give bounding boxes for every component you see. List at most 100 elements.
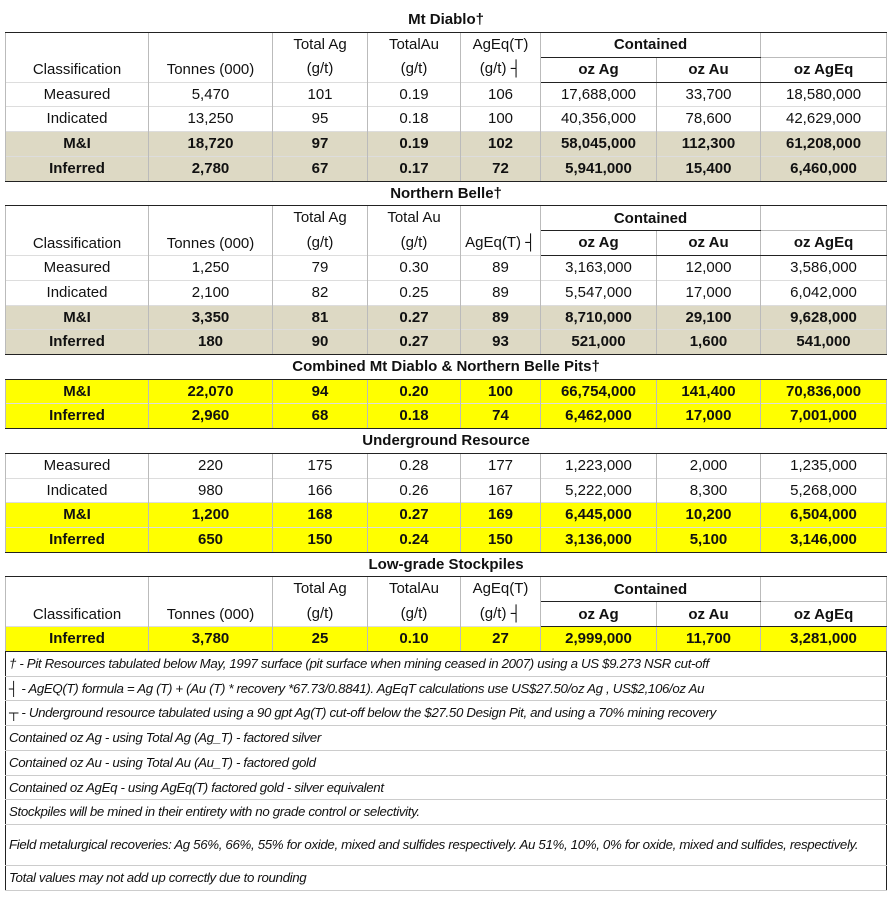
cell-total-au: 0.18 [367, 403, 461, 430]
cell-oz-ag: 3,163,000 [540, 255, 657, 281]
header-line: (g/t) [306, 233, 334, 251]
cell-total-au: 0.10 [367, 626, 461, 653]
cell-ageq: 74 [460, 403, 541, 430]
cell-total-ag: 166 [272, 477, 368, 503]
cell-tonnes: 180 [148, 329, 273, 356]
header-row: Classification Tonnes (000) Total Ag (g/t) T… [5, 576, 888, 627]
header-contained: Contained [540, 32, 761, 58]
cell-tonnes: 980 [148, 477, 273, 503]
cell-total-au: 0.25 [367, 279, 461, 306]
cell-oz-ag: 5,941,000 [540, 155, 657, 182]
cell-oz-au: 17,000 [656, 279, 761, 306]
footnote: † - Pit Resources tabulated below May, 1… [4, 651, 888, 677]
footnote: Field metalurgical recoveries: Ag 56%, 6… [4, 823, 888, 866]
table-row: Measured 220 175 0.28 177 1,223,000 2,000 1,235… [5, 452, 888, 479]
cell-oz-ageq: 70,836,000 [759, 378, 888, 404]
footnote-row: Contained oz Au - using Total Au (Au_T) … [4, 749, 888, 776]
cell-oz-ageq: 541,000 [759, 329, 888, 356]
cell-ageq: 72 [460, 155, 541, 182]
cell-ageq: 102 [460, 131, 541, 157]
header-total-au: Total Au (g/t) [367, 205, 461, 256]
cell-oz-ag: 66,754,000 [540, 378, 657, 404]
header-classification: Classification [5, 576, 149, 627]
header-oz-ag: oz Ag [540, 230, 657, 257]
section-title: Combined Mt Diablo & Northern Belle Pits… [5, 354, 887, 380]
cell-total-ag: 150 [272, 526, 368, 553]
header-line: (g/t) [400, 233, 428, 251]
footnote: Total values may not add up correctly du… [4, 864, 888, 891]
header-oz-au: oz Au [656, 601, 761, 628]
cell-ageq: 106 [460, 81, 541, 107]
cell-ageq: 89 [460, 279, 541, 306]
header-total-au: TotalAu (g/t) [367, 32, 461, 83]
cell-oz-ageq: 3,281,000 [759, 626, 888, 653]
cell-classification: Indicated [5, 477, 149, 503]
header-line: AgEq(T) [472, 580, 529, 598]
cell-total-au: 0.30 [367, 255, 461, 281]
header-line: TotalAu [388, 35, 440, 53]
table-row: Indicated 980 166 0.26 167 5,222,000 8,300 5,26… [5, 477, 888, 503]
header-oz-ageq: oz AgEq [759, 57, 888, 83]
cell-ageq: 167 [460, 477, 541, 503]
footnote-row: Stockpiles will be mined in their entire… [4, 799, 888, 825]
footnote: Contained oz Au - using Total Au (Au_T) … [4, 749, 888, 776]
table-row: Indicated 2,100 82 0.25 89 5,547,000 17,000 6,0… [5, 279, 888, 306]
cell-classification: M&I [5, 378, 149, 404]
footnote: Contained oz Ag - using Total Ag (Ag_T) … [4, 725, 888, 751]
cell-total-ag: 94 [272, 378, 368, 404]
header-oz-au: oz Au [656, 57, 761, 83]
cell-oz-au: 2,000 [656, 452, 761, 479]
cell-oz-ageq: 18,580,000 [759, 81, 888, 107]
cell-total-au: 0.27 [367, 502, 461, 528]
footnote: ┤ - AgEQ(T) formula = Ag (T) + (Au (T) *… [4, 675, 888, 702]
header-classification: Classification [5, 205, 149, 256]
cell-total-au: 0.27 [367, 304, 461, 330]
table-row: M&I 3,350 81 0.27 89 8,710,000 29,100 9,628,000 [5, 304, 888, 330]
footnote-row: ┤ - AgEQ(T) formula = Ag (T) + (Au (T) *… [4, 675, 888, 702]
header-line: Total Ag [293, 580, 347, 598]
cell-oz-ag: 17,688,000 [540, 81, 657, 107]
cell-oz-au: 29,100 [656, 304, 761, 330]
header-total-ag: Total Ag (g/t) [272, 576, 368, 627]
cell-tonnes: 22,070 [148, 378, 273, 404]
header-row: Classification Tonnes (000) Total Ag (g/t) T… [5, 205, 888, 256]
header-line: (g/t) [306, 604, 334, 622]
cell-tonnes: 2,960 [148, 403, 273, 430]
cell-total-ag: 68 [272, 403, 368, 430]
header-line: (g/t) ┤ [479, 60, 522, 78]
header-empty [759, 576, 888, 603]
cell-tonnes: 13,250 [148, 106, 273, 132]
cell-total-ag: 82 [272, 279, 368, 306]
header-ageq: AgEq(T) (g/t) ┤ [460, 32, 541, 83]
table-row: Inferred 2,960 68 0.18 74 6,462,000 17,000 7,00… [5, 403, 888, 430]
header-row: Classification Tonnes (000) Total Ag (g/t) T… [5, 32, 888, 83]
cell-oz-ag: 40,356,000 [540, 106, 657, 132]
cell-oz-au: 5,100 [656, 526, 761, 553]
cell-tonnes: 1,200 [148, 502, 273, 528]
footnote: ┬ - Underground resource tabulated using… [4, 700, 888, 727]
table-row: Inferred 180 90 0.27 93 521,000 1,600 541,000 [5, 329, 888, 356]
cell-total-au: 0.19 [367, 81, 461, 107]
cell-ageq: 169 [460, 502, 541, 528]
cell-oz-au: 8,300 [656, 477, 761, 503]
cell-classification: M&I [5, 502, 149, 528]
cell-oz-ag: 58,045,000 [540, 131, 657, 157]
cell-classification: Inferred [5, 403, 149, 430]
cell-tonnes: 220 [148, 452, 273, 479]
cell-total-au: 0.26 [367, 477, 461, 503]
cell-oz-ag: 6,462,000 [540, 403, 657, 430]
section-title-row: Mt Diablo† [5, 8, 887, 33]
cell-classification: Measured [5, 81, 149, 107]
cell-total-au: 0.28 [367, 452, 461, 479]
table-row: M&I 1,200 168 0.27 169 6,445,000 10,200 6,504,0… [5, 502, 888, 528]
header-tonnes: Tonnes (000) [148, 576, 273, 627]
cell-ageq: 89 [460, 255, 541, 281]
footnote: Stockpiles will be mined in their entire… [4, 799, 888, 825]
section-title-row: Low-grade Stockpiles [5, 552, 887, 578]
header-classification: Classification [5, 32, 149, 83]
cell-oz-ag: 521,000 [540, 329, 657, 356]
cell-classification: Inferred [5, 526, 149, 553]
header-total-ag: Total Ag (g/t) [272, 32, 368, 83]
cell-oz-ag: 2,999,000 [540, 626, 657, 653]
cell-classification: Inferred [5, 329, 149, 356]
